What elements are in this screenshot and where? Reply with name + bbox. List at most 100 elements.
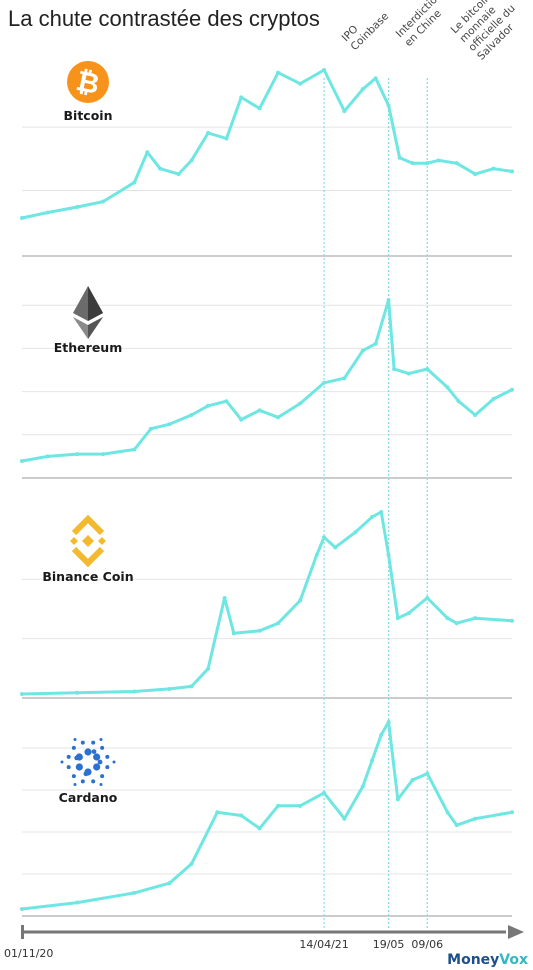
- data-point: [510, 618, 514, 623]
- event-label: Le bitcoinmonnaieofficielle duSalvador: [449, 0, 527, 63]
- panel-binance-coin: Binance Coin: [20, 510, 514, 699]
- data-point: [410, 161, 415, 166]
- data-point: [75, 205, 80, 210]
- data-point: [386, 103, 391, 108]
- data-point: [373, 341, 378, 346]
- data-point: [189, 684, 194, 689]
- axis-start-label: 01/11/20: [4, 947, 53, 960]
- data-point: [132, 689, 137, 694]
- data-point: [257, 826, 262, 831]
- data-point: [454, 823, 459, 828]
- data-point: [239, 417, 244, 422]
- data-point: [425, 595, 430, 600]
- data-point: [456, 399, 461, 404]
- data-point: [322, 68, 327, 72]
- data-point: [370, 758, 374, 763]
- data-point: [75, 452, 80, 457]
- data-point: [20, 907, 24, 911]
- data-point: [445, 616, 450, 621]
- data-point: [257, 628, 262, 633]
- data-point: [473, 616, 478, 621]
- axis-start-tick: [21, 925, 24, 939]
- panel-ethereum: Ethereum: [20, 286, 514, 479]
- data-point: [276, 70, 281, 75]
- data-point: [145, 150, 150, 155]
- data-point: [148, 426, 153, 431]
- data-point: [473, 413, 478, 417]
- data-point: [206, 131, 211, 136]
- data-point: [473, 816, 478, 821]
- data-point: [436, 158, 441, 163]
- binance-icon: [70, 514, 106, 568]
- data-point: [360, 348, 365, 353]
- data-point: [395, 616, 400, 621]
- data-point: [189, 158, 194, 163]
- data-point: [342, 109, 347, 114]
- data-point: [167, 686, 172, 691]
- data-point: [206, 666, 211, 671]
- data-point: [445, 385, 450, 390]
- data-point: [224, 136, 229, 141]
- data-point: [298, 81, 303, 86]
- data-point: [298, 401, 303, 406]
- bitcoin-icon: ₿: [67, 61, 109, 103]
- data-point: [257, 106, 262, 111]
- data-point: [454, 161, 459, 166]
- data-point: [473, 172, 478, 177]
- data-point: [298, 803, 303, 808]
- data-point: [239, 95, 244, 100]
- data-point: [410, 778, 415, 783]
- event-date-label: 19/05: [373, 938, 405, 951]
- brand-logo: MoneyVox: [447, 952, 528, 968]
- data-point: [45, 210, 50, 215]
- data-point: [132, 447, 137, 452]
- event-date-label: 09/06: [411, 938, 443, 951]
- data-point: [510, 169, 514, 174]
- data-point: [276, 415, 281, 420]
- data-point: [224, 399, 229, 404]
- data-point: [425, 367, 430, 371]
- data-point: [392, 367, 397, 371]
- data-point: [167, 422, 172, 427]
- series-line: [20, 68, 514, 220]
- data-point: [101, 452, 106, 457]
- data-point: [75, 690, 80, 695]
- chart-title: La chute contrastée des cryptos: [8, 6, 320, 31]
- data-point: [45, 454, 50, 459]
- data-point: [20, 692, 24, 696]
- data-point: [425, 771, 430, 776]
- data-point: [176, 172, 181, 177]
- data-point: [322, 790, 327, 795]
- data-point: [373, 76, 378, 81]
- data-point: [510, 387, 514, 392]
- data-point: [360, 784, 365, 789]
- data-point: [132, 890, 137, 895]
- data-point: [353, 530, 358, 535]
- data-point: [322, 535, 327, 540]
- data-point: [101, 199, 106, 204]
- panel-bitcoin: ₿ Bitcoin: [20, 61, 514, 257]
- data-point: [167, 881, 172, 886]
- cardano-icon: [60, 737, 116, 787]
- data-point: [189, 413, 194, 417]
- series-name: Ethereum: [54, 340, 122, 355]
- data-point: [370, 515, 374, 520]
- data-point: [510, 810, 514, 815]
- panel-cardano: Cardano: [20, 720, 514, 917]
- data-point: [158, 166, 163, 171]
- data-point: [20, 216, 24, 220]
- data-point: [491, 396, 496, 401]
- data-point: [257, 408, 262, 413]
- data-point: [314, 552, 319, 557]
- data-point: [239, 813, 244, 818]
- data-point: [379, 510, 384, 514]
- ethereum-icon: [73, 286, 103, 339]
- data-point: [75, 900, 80, 905]
- data-point: [406, 611, 411, 616]
- series-name: Binance Coin: [42, 569, 133, 584]
- data-point: [222, 595, 227, 600]
- data-point: [231, 631, 236, 636]
- data-point: [406, 371, 411, 376]
- data-point: [360, 87, 365, 92]
- data-point: [397, 155, 402, 160]
